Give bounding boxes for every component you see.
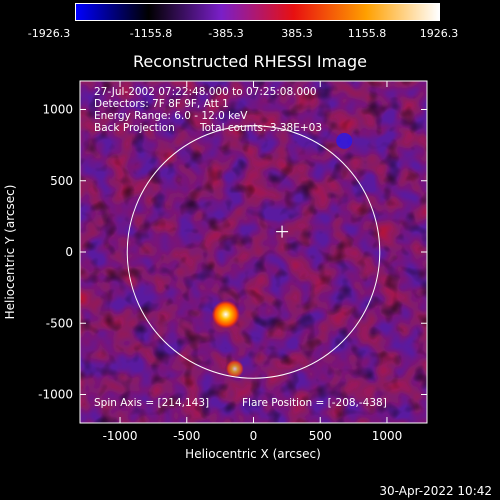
x-tick-label: -500 [173, 429, 200, 443]
y-axis-label: Heliocentric Y (arcsec) [3, 185, 17, 320]
y-tick-label: 1000 [42, 103, 73, 117]
colorbar-label-2: -385.3 [208, 27, 244, 40]
spin-axis-marker [276, 225, 289, 238]
detectors-text: Detectors: 7F 8F 9F, Att 1 [94, 98, 229, 110]
y-tick-label: -1000 [38, 388, 73, 402]
solar-limb-circle [126, 125, 381, 379]
source-0 [211, 300, 240, 329]
y-tick-label: 500 [50, 174, 73, 188]
time-range-text: 27-Jul-2002 07:22:48.000 to 07:25:08.000 [94, 86, 317, 98]
y-tick-label: -500 [46, 316, 73, 330]
colorbar [75, 3, 440, 21]
x-tick-label: -1000 [103, 429, 138, 443]
chart-title: Reconstructed RHESSI Image [133, 52, 367, 71]
timestamp: 30-Apr-2022 10:42 [379, 484, 492, 498]
energy-range-text: Energy Range: 6.0 - 12.0 keV [94, 110, 248, 122]
x-axis-label: Heliocentric X (arcsec) [185, 447, 321, 461]
x-tick-label: 0 [250, 429, 258, 443]
method-text: Back Projection [94, 122, 175, 134]
y-axis: -1000 -500 0 500 1000 [38, 103, 427, 402]
spin-axis-text: Spin Axis = [214,143] [94, 397, 210, 409]
y-tick-label: 0 [65, 245, 73, 259]
colorbar-label-1: -1155.8 [129, 27, 173, 40]
flare-position-text: Flare Position = [-208,-438] [242, 397, 387, 409]
colorbar-label-0: -1926.3 [27, 27, 71, 40]
source-1 [225, 359, 244, 378]
x-tick-label: 500 [309, 429, 332, 443]
x-tick-label: 1000 [372, 429, 403, 443]
colorbar-label-3: 385.3 [281, 27, 313, 40]
colorbar-label-4: 1155.8 [347, 27, 387, 40]
colorbar-label-5: 1926.3 [419, 27, 459, 40]
total-counts-text: Total counts: 3.38E+03 [200, 122, 323, 134]
x-axis: -1000 -500 0 500 1000 [103, 81, 403, 443]
source-2 [336, 132, 353, 149]
heatmap-image [80, 81, 427, 423]
